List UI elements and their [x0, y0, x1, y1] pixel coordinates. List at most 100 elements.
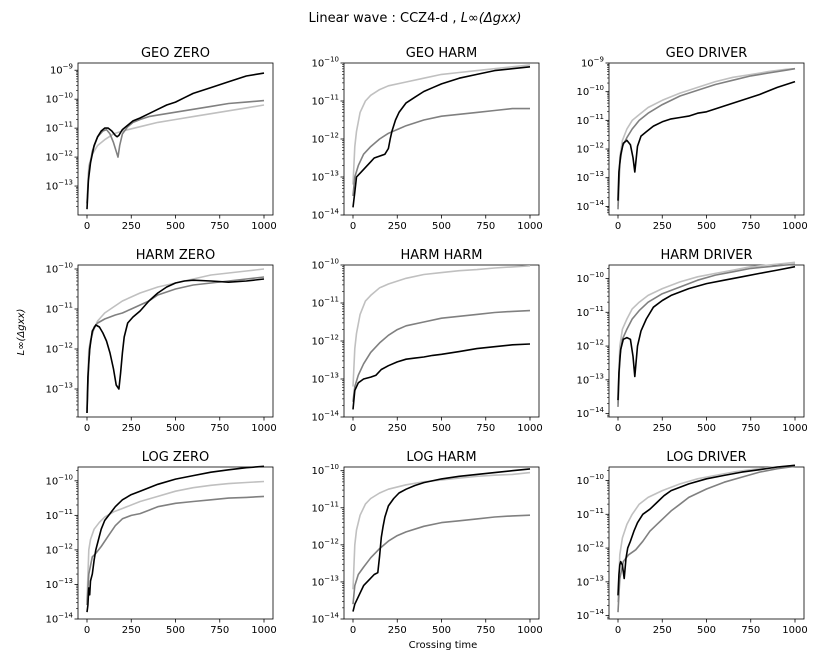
y-tick-label: 10−12: [311, 334, 339, 348]
series-line-dark: [352, 468, 531, 612]
y-tick-label: 10−13: [45, 577, 73, 591]
y-tick-label: 10−10: [311, 56, 339, 70]
y-tick-label: 10−12: [576, 541, 604, 555]
x-tick-label: 1000: [517, 221, 542, 232]
series-line-dark: [352, 343, 531, 410]
series-line-light: [352, 64, 531, 185]
x-tick-label: 250: [653, 423, 672, 434]
x-tick-label: 250: [122, 221, 141, 232]
y-tick-label: 10−14: [576, 608, 604, 622]
panel-geo-harm: GEO HARM 10−14 10−13 10−12 10−11 10−10 0 250 500…: [311, 46, 542, 232]
axes-frame: [608, 62, 805, 216]
y-tick-label: 10−13: [576, 372, 604, 386]
x-tick-label: 500: [166, 423, 185, 434]
y-tick-label: 10−12: [45, 542, 73, 556]
y-tick-label: 10−10: [45, 473, 73, 487]
y-tick-label: 10−14: [576, 406, 604, 420]
axes-frame: [343, 264, 540, 418]
y-tick-label: 10−10: [311, 258, 339, 272]
y-tick-label: 10−10: [576, 84, 604, 98]
x-tick-label: 250: [653, 625, 672, 636]
series-line-dark: [86, 278, 265, 414]
x-tick-label: 0: [615, 423, 621, 434]
y-tick-label: 10−12: [45, 342, 73, 356]
series-line-dark: [617, 464, 796, 596]
panel-harm-harm: HARM HARM 10−14 10−13 10−12 10−11 10−10 0 250 50…: [311, 248, 542, 434]
y-tick-label: 10−13: [576, 574, 604, 588]
y-tick-label: 10−13: [311, 372, 339, 386]
panel-log-zero: LOG ZERO 10−14 10−13 10−12 10−11 10−10 0 250 500…: [45, 450, 276, 636]
y-tick-label: 10−13: [311, 574, 339, 588]
axes-frame: [343, 466, 540, 620]
x-axis-label: Crossing time: [409, 640, 478, 651]
x-tick-label: 750: [210, 625, 229, 636]
series-line-mid: [86, 276, 265, 414]
series-line-mid: [617, 465, 796, 613]
series-line-dark: [617, 80, 796, 201]
x-tick-label: 250: [122, 625, 141, 636]
y-tick-label: 10−12: [311, 537, 339, 551]
y-tick-label: 10−13: [45, 179, 73, 193]
series-line-light: [86, 480, 265, 602]
panel-geo-zero: GEO ZERO 10−13 10−12 10−11 10−10 10−9 0 250 500 7…: [45, 46, 276, 232]
x-tick-label: 750: [741, 625, 760, 636]
series-line-light: [86, 104, 265, 204]
y-tick-label: 10−11: [576, 113, 604, 127]
y-tick-label: 10−9: [581, 56, 604, 70]
panel-title: LOG HARM: [406, 450, 476, 465]
y-tick-label: 10−11: [45, 508, 73, 522]
series-line-light: [86, 268, 265, 410]
series-line-light: [617, 67, 796, 207]
x-tick-label: 1000: [782, 221, 807, 232]
y-tick-label: 10−14: [311, 208, 339, 222]
x-tick-label: 1000: [517, 625, 542, 636]
x-tick-label: 750: [741, 221, 760, 232]
y-axis-label: L∞(Δgxx): [16, 309, 27, 356]
x-tick-label: 1000: [251, 625, 276, 636]
x-tick-label: 1000: [782, 423, 807, 434]
y-tick-label: 10−14: [576, 199, 604, 213]
y-tick-label: 10−9: [50, 63, 73, 77]
x-tick-label: 500: [432, 423, 451, 434]
x-tick-label: 0: [350, 423, 356, 434]
y-tick-label: 10−14: [45, 612, 73, 626]
series-line-mid: [86, 99, 265, 204]
x-tick-label: 750: [476, 221, 495, 232]
y-tick-label: 10−12: [311, 132, 339, 146]
axes-frame: [77, 466, 274, 620]
x-tick-label: 0: [84, 221, 90, 232]
y-tick-label: 10−10: [576, 271, 604, 285]
y-tick-label: 10−12: [576, 339, 604, 353]
y-tick-label: 10−13: [45, 382, 73, 396]
panel-title: GEO DRIVER: [666, 46, 748, 61]
x-tick-label: 250: [388, 423, 407, 434]
x-tick-label: 0: [84, 423, 90, 434]
x-tick-label: 500: [697, 423, 716, 434]
x-tick-label: 500: [166, 625, 185, 636]
panel-geo-driver: GEO DRIVER 10−14 10−13 10−12 10−11 10−10 10−9 0…: [576, 46, 807, 232]
x-tick-label: 0: [615, 221, 621, 232]
x-tick-label: 500: [432, 221, 451, 232]
x-tick-label: 1000: [517, 423, 542, 434]
series-line-light: [352, 471, 531, 590]
panel-log-harm: LOG HARM 10−14 10−13 10−12 10−11 10−10 0 250 500…: [311, 450, 542, 636]
series-line-dark: [86, 465, 265, 613]
x-tick-label: 750: [210, 423, 229, 434]
x-tick-label: 0: [350, 221, 356, 232]
x-tick-label: 0: [350, 625, 356, 636]
axes-frame: [77, 62, 274, 216]
y-tick-label: 10−11: [45, 121, 73, 135]
y-tick-label: 10−14: [311, 410, 339, 424]
y-tick-label: 10−11: [576, 305, 604, 319]
y-tick-label: 10−11: [311, 94, 339, 108]
series-line-mid: [352, 514, 531, 605]
series-line-mid: [617, 263, 796, 407]
x-tick-label: 250: [653, 221, 672, 232]
y-tick-label: 10−10: [45, 92, 73, 106]
panel-title: LOG DRIVER: [666, 450, 746, 465]
y-tick-label: 10−10: [45, 262, 73, 276]
figure-title-prefix: Linear wave : CCZ4-d ,: [309, 11, 461, 26]
y-tick-label: 10−11: [311, 500, 339, 514]
x-tick-label: 0: [84, 625, 90, 636]
